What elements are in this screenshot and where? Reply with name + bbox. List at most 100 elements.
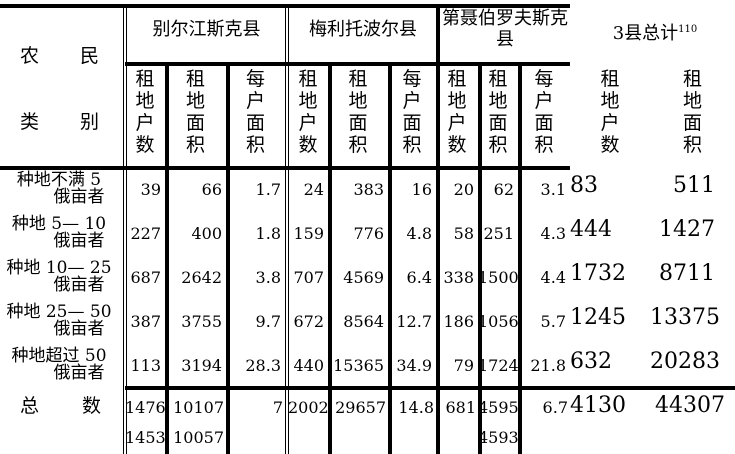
sub-header: 租地户数 bbox=[600, 68, 620, 156]
sub-header: 每户面积 bbox=[534, 68, 554, 156]
sub-header: 每户面积 bbox=[402, 68, 422, 156]
row-label: 俄亩者 bbox=[53, 231, 105, 251]
cell-value: 672 bbox=[293, 312, 324, 331]
double-rule bbox=[123, 5, 127, 454]
cell-value: 1056 bbox=[478, 312, 519, 331]
sub-header: 每户面积 bbox=[245, 68, 265, 156]
cell-value: 3.8 bbox=[255, 268, 281, 287]
cell-value: 9.7 bbox=[255, 312, 281, 331]
cell-value: 383 bbox=[353, 180, 384, 199]
cell-value: 632 bbox=[570, 349, 612, 374]
rule-v bbox=[328, 64, 332, 454]
rule-v bbox=[388, 64, 392, 454]
cell-value: 4.3 bbox=[540, 224, 566, 243]
double-rule bbox=[285, 5, 289, 454]
row-label: 种地 5— 10 bbox=[11, 214, 107, 234]
rule-v bbox=[478, 64, 482, 454]
rule-v bbox=[226, 64, 230, 454]
row-label: 俄亩者 bbox=[53, 319, 105, 339]
cell-value: 12.7 bbox=[396, 312, 432, 331]
cell-value: 5.7 bbox=[540, 312, 566, 331]
total-value-alt: 1453 bbox=[125, 428, 166, 447]
cell-value: 8564 bbox=[343, 312, 384, 331]
cell-value: 2642 bbox=[181, 268, 222, 287]
cell-value: 113 bbox=[130, 356, 161, 375]
rule-v bbox=[165, 64, 169, 454]
total-value: 2002 bbox=[288, 398, 329, 417]
cell-value: 687 bbox=[130, 268, 161, 287]
total-value: 1476 bbox=[125, 398, 166, 417]
cell-value: 707 bbox=[293, 268, 324, 287]
sub-header: 租地面积 bbox=[682, 68, 702, 156]
cell-value: 387 bbox=[130, 312, 161, 331]
rule-total bbox=[125, 386, 735, 390]
cell-value: 83 bbox=[570, 173, 598, 198]
cell-value: 3194 bbox=[181, 356, 222, 375]
total-value: 7 bbox=[272, 398, 283, 417]
cell-value: 440 bbox=[293, 356, 324, 375]
cell-value: 186 bbox=[443, 312, 474, 331]
cell-value: 3755 bbox=[181, 312, 222, 331]
cell-value: 1.7 bbox=[255, 180, 281, 199]
cell-value: 1.8 bbox=[255, 224, 281, 243]
row-header-label: 类 bbox=[20, 111, 40, 133]
total-value: 681 bbox=[445, 398, 476, 417]
cell-value: 511 bbox=[673, 173, 715, 198]
cell-value: 400 bbox=[191, 224, 222, 243]
total-label: 总 bbox=[20, 395, 40, 417]
cell-value: 3.1 bbox=[540, 180, 566, 199]
cell-value: 338 bbox=[443, 268, 474, 287]
total-label: 数 bbox=[82, 395, 102, 417]
cell-value: 13375 bbox=[650, 305, 720, 330]
cell-value: 444 bbox=[570, 217, 612, 242]
cell-value: 1500 bbox=[478, 268, 519, 287]
cell-value: 776 bbox=[353, 224, 384, 243]
cell-value: 227 bbox=[130, 224, 161, 243]
cell-value: 15365 bbox=[333, 356, 384, 375]
row-label: 俄亩者 bbox=[53, 363, 105, 383]
cell-value: 4569 bbox=[343, 268, 384, 287]
cell-value: 79 bbox=[453, 356, 474, 375]
sub-header: 租地户数 bbox=[135, 68, 155, 156]
sub-header: 租地户数 bbox=[447, 68, 467, 156]
row-label: 俄亩者 bbox=[53, 187, 105, 207]
total-value: 29657 bbox=[335, 398, 386, 417]
cell-value: 28.3 bbox=[245, 356, 281, 375]
cell-value: 20283 bbox=[650, 349, 720, 374]
total-value: 44307 bbox=[655, 393, 725, 418]
group-header: 别尔江斯克县 bbox=[152, 19, 261, 40]
total-value: 10107 bbox=[173, 398, 224, 417]
footnote-ref: 110 bbox=[678, 24, 698, 35]
row-label: 种地不满 5 bbox=[16, 170, 102, 190]
cell-value: 20 bbox=[453, 180, 474, 199]
cell-value: 159 bbox=[293, 224, 324, 243]
row-label: 种地 25— 50 bbox=[6, 302, 112, 322]
cell-value: 62 bbox=[493, 180, 514, 199]
cell-value: 1724 bbox=[478, 356, 519, 375]
total-value: 6.7 bbox=[542, 398, 568, 417]
cell-value: 4.4 bbox=[540, 268, 566, 287]
sub-header: 租地面积 bbox=[488, 68, 508, 156]
cell-value: 4.8 bbox=[406, 224, 432, 243]
group-header: 梅利托波尔县 bbox=[309, 19, 417, 40]
cell-value: 34.9 bbox=[396, 356, 432, 375]
rule-group bbox=[125, 62, 570, 66]
group-header: 3县总计110 bbox=[575, 20, 735, 44]
group-label: 3县总计 bbox=[612, 23, 679, 44]
cell-value: 24 bbox=[303, 180, 324, 199]
total-value-alt: 10057 bbox=[173, 428, 224, 447]
group-header: 第聂伯罗夫斯克县 bbox=[442, 8, 568, 50]
total-value: 4130 bbox=[570, 393, 626, 418]
cell-value: 251 bbox=[483, 224, 514, 243]
row-header-label: 别 bbox=[80, 111, 100, 133]
sub-header: 租地面积 bbox=[348, 68, 368, 156]
total-value: 14.8 bbox=[398, 398, 434, 417]
sub-header: 租地户数 bbox=[298, 68, 318, 156]
cell-value: 8711 bbox=[659, 261, 715, 286]
row-header-label: 民 bbox=[80, 45, 100, 67]
sub-header: 租地面积 bbox=[185, 68, 205, 156]
cell-value: 6.4 bbox=[406, 268, 432, 287]
row-header-label: 农 bbox=[20, 45, 40, 67]
cell-value: 66 bbox=[201, 180, 222, 199]
